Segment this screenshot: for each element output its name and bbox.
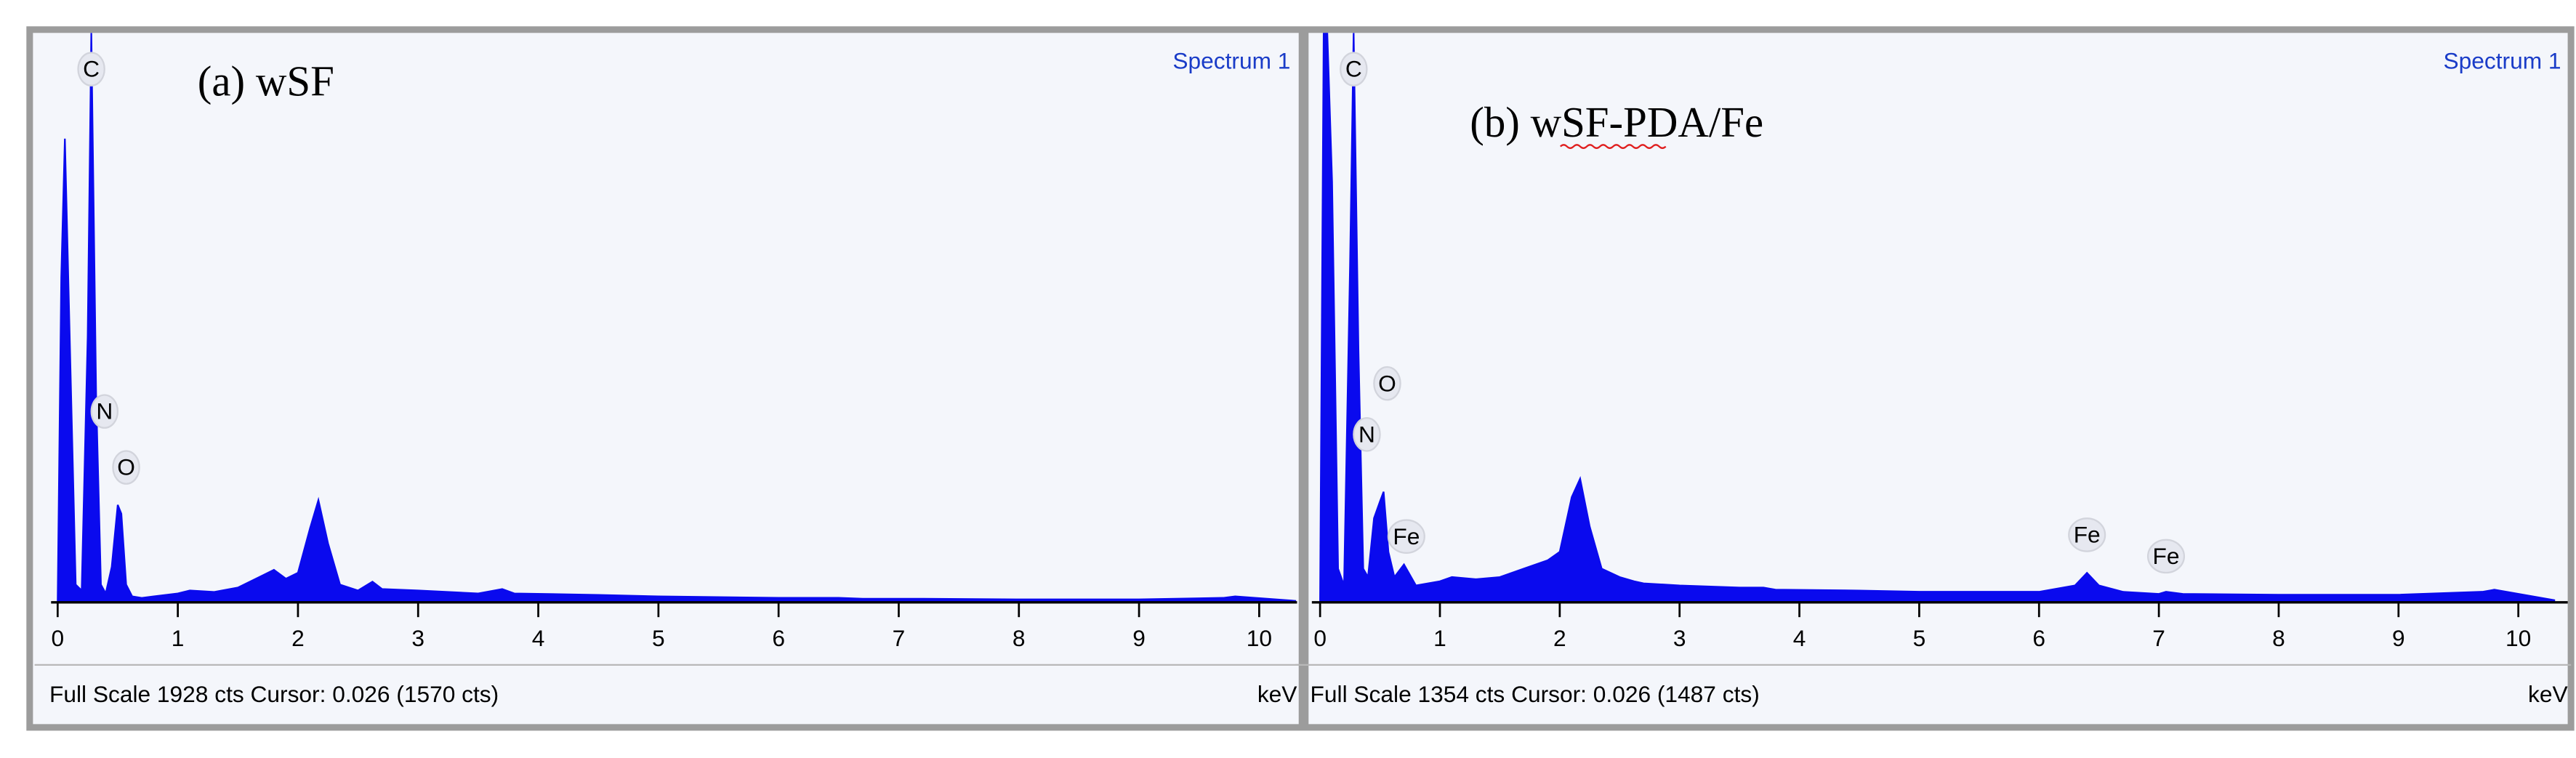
peak-label: N	[1359, 421, 1375, 447]
peak-label: Fe	[1393, 523, 1420, 549]
peak-label: Fe	[2153, 543, 2180, 569]
x-tick-label: 10	[2505, 625, 2531, 651]
x-tick-label: 9	[1132, 625, 1146, 651]
peak-label-bubble	[1373, 366, 1401, 401]
peak-label-bubble	[1340, 52, 1368, 86]
x-axis-label: keV	[2528, 681, 2568, 707]
spectrum-area	[57, 33, 1297, 602]
x-tick-label: 7	[893, 625, 906, 651]
x-tick-label: 1	[1433, 625, 1446, 651]
peak-label-bubble	[2068, 517, 2106, 552]
peak-label: O	[117, 454, 135, 480]
x-tick-label: 5	[652, 625, 665, 651]
x-tick-label: 2	[291, 625, 305, 651]
x-tick-label: 4	[1793, 625, 1806, 651]
spellcheck-underline	[1559, 144, 1667, 149]
x-tick-label: 6	[2032, 625, 2045, 651]
panel-annotation: (a) wSF	[198, 57, 334, 105]
peak-label: Fe	[2074, 522, 2101, 548]
peak-label: C	[83, 56, 100, 82]
x-tick-label: 2	[1553, 625, 1566, 651]
x-tick-label: 0	[1313, 625, 1327, 651]
peak-label-bubble	[77, 52, 105, 86]
x-tick-label: 5	[1913, 625, 1926, 651]
peak-label: O	[1378, 370, 1396, 396]
x-tick-label: 10	[1247, 625, 1272, 651]
x-tick-label: 0	[52, 625, 65, 651]
footer-status: Full Scale 1354 cts Cursor: 0.026 (1487 …	[1311, 681, 1760, 707]
x-tick-label: 6	[772, 625, 785, 651]
spectrum-title: Spectrum 1	[2444, 47, 2561, 73]
x-tick-label: 4	[532, 625, 545, 651]
peak-label-bubble	[1353, 417, 1381, 452]
x-tick-label: 3	[411, 625, 424, 651]
x-axis-label: keV	[1257, 681, 1297, 707]
peak-label-bubble	[90, 394, 119, 429]
spectrum-area	[1319, 33, 2556, 602]
footer-status: Full Scale 1928 cts Cursor: 0.026 (1570 …	[49, 681, 499, 707]
x-tick-label: 8	[1013, 625, 1026, 651]
x-tick-label: 7	[2152, 625, 2165, 651]
spectrum-title: Spectrum 1	[1172, 47, 1290, 73]
x-tick-label: 1	[172, 625, 185, 651]
x-tick-label: 3	[1673, 625, 1686, 651]
panel-annotation: (b) wSF-PDA/Fe	[1470, 99, 1763, 146]
peak-label-bubble	[1387, 519, 1425, 554]
peak-label-bubble	[112, 450, 140, 485]
x-tick-label: 8	[2272, 625, 2285, 651]
x-tick-label: 9	[2392, 625, 2405, 651]
peak-label: N	[96, 398, 113, 424]
peak-label-bubble	[2146, 539, 2186, 574]
peak-label: C	[1345, 56, 1362, 82]
